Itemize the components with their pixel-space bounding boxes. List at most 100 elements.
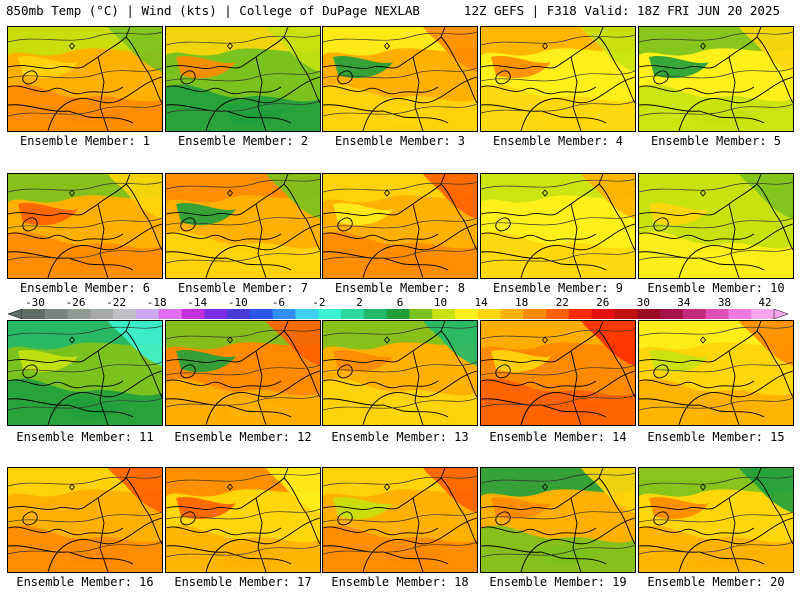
height-contour bbox=[166, 178, 320, 190]
colorbar-swatch bbox=[386, 309, 410, 319]
height-contour bbox=[639, 31, 793, 43]
colorbar-swatch bbox=[272, 309, 296, 319]
political-border bbox=[653, 217, 669, 232]
colorbar-swatch bbox=[500, 309, 524, 319]
temperature-map bbox=[639, 321, 793, 425]
colorbar-tick: -22 bbox=[106, 296, 127, 309]
political-border bbox=[728, 203, 740, 278]
ensemble-map-panel bbox=[7, 26, 163, 132]
temperature-map bbox=[8, 468, 162, 572]
colorbar-tick: -30 bbox=[25, 296, 45, 309]
ensemble-member-label: Ensemble Member: 3 bbox=[334, 134, 466, 148]
temperature-colorbar bbox=[8, 309, 788, 319]
political-border bbox=[678, 76, 793, 131]
political-border bbox=[653, 70, 669, 85]
political-border bbox=[481, 321, 604, 363]
political-border bbox=[412, 497, 424, 572]
political-border bbox=[362, 76, 477, 131]
political-border bbox=[481, 379, 597, 389]
colorbar-swatch bbox=[614, 309, 638, 319]
height-contour bbox=[166, 394, 320, 408]
station-marker bbox=[68, 336, 76, 344]
temperature-map bbox=[323, 321, 477, 425]
political-border bbox=[481, 468, 604, 510]
political-border bbox=[125, 477, 162, 545]
colorbar-tick: -26 bbox=[65, 296, 86, 309]
colorbar-swatch bbox=[135, 309, 160, 319]
temperature-region bbox=[226, 398, 286, 419]
political-border bbox=[639, 251, 765, 271]
height-contour bbox=[639, 67, 793, 79]
political-border bbox=[653, 511, 669, 526]
temperature-region bbox=[333, 55, 393, 79]
station-marker bbox=[699, 483, 707, 491]
political-border bbox=[323, 27, 446, 69]
height-contour bbox=[8, 217, 162, 229]
model-valid-time: 12Z GEFS | F318 Valid: 18Z FRI JUN 20 20… bbox=[463, 3, 780, 18]
height-contour bbox=[323, 181, 477, 193]
ensemble-map-panel bbox=[165, 173, 321, 279]
height-contour bbox=[639, 247, 793, 261]
station-marker bbox=[383, 189, 391, 197]
temperature-region bbox=[176, 202, 236, 226]
colorbar-swatch bbox=[660, 309, 684, 319]
height-contour bbox=[323, 511, 477, 523]
political-border bbox=[481, 85, 597, 95]
colorbar-tick: -2 bbox=[312, 296, 326, 309]
political-border bbox=[47, 76, 162, 131]
political-border bbox=[639, 321, 762, 363]
political-border bbox=[639, 379, 755, 389]
political-border bbox=[47, 517, 162, 572]
station-marker bbox=[541, 42, 549, 50]
political-border bbox=[47, 223, 162, 278]
ensemble-map-panel bbox=[480, 320, 636, 426]
political-border bbox=[166, 398, 292, 418]
political-border bbox=[97, 56, 109, 131]
temperature-map bbox=[639, 174, 793, 278]
height-contour bbox=[639, 475, 793, 487]
height-contour bbox=[481, 70, 635, 82]
political-border bbox=[166, 27, 289, 69]
political-border bbox=[495, 364, 511, 379]
temperature-region bbox=[649, 55, 709, 79]
height-contour bbox=[481, 214, 635, 226]
ensemble-member-label: Ensemble Member: 15 bbox=[647, 430, 785, 444]
colorbar-tick: 42 bbox=[758, 296, 772, 309]
height-contour bbox=[639, 217, 793, 229]
political-border bbox=[8, 174, 131, 216]
height-contour bbox=[323, 397, 477, 411]
political-border bbox=[323, 232, 439, 242]
height-contour bbox=[481, 250, 635, 264]
height-contour bbox=[481, 472, 635, 484]
temperature-region bbox=[699, 398, 759, 419]
temperature-region bbox=[491, 496, 551, 520]
station-marker bbox=[226, 336, 234, 344]
temperature-region bbox=[649, 496, 709, 520]
temperature-map bbox=[166, 321, 320, 425]
ensemble-map-panel bbox=[165, 467, 321, 573]
station-marker bbox=[226, 189, 234, 197]
temperature-map bbox=[8, 174, 162, 278]
station-marker bbox=[68, 483, 76, 491]
colorbar-swatch bbox=[341, 309, 365, 319]
height-contour bbox=[8, 67, 162, 79]
colorbar-swatch bbox=[113, 309, 137, 319]
ensemble-member-label: Ensemble Member: 2 bbox=[177, 134, 309, 148]
ensemble-map-panel bbox=[638, 320, 794, 426]
ensemble-map-panel bbox=[638, 173, 794, 279]
station-marker bbox=[541, 483, 549, 491]
ensemble-member-label: Ensemble Member: 19 bbox=[489, 575, 627, 589]
political-border bbox=[8, 526, 124, 536]
height-contour bbox=[8, 511, 162, 523]
political-border bbox=[22, 70, 38, 85]
political-border bbox=[653, 364, 669, 379]
temperature-region bbox=[68, 104, 128, 125]
political-border bbox=[481, 27, 604, 69]
ensemble-member-label: Ensemble Member: 9 bbox=[492, 281, 624, 295]
political-border bbox=[255, 497, 267, 572]
political-border bbox=[756, 477, 793, 545]
colorbar-swatch bbox=[728, 309, 752, 319]
political-border bbox=[570, 497, 582, 572]
station-marker bbox=[541, 189, 549, 197]
temperature-region bbox=[383, 545, 443, 566]
